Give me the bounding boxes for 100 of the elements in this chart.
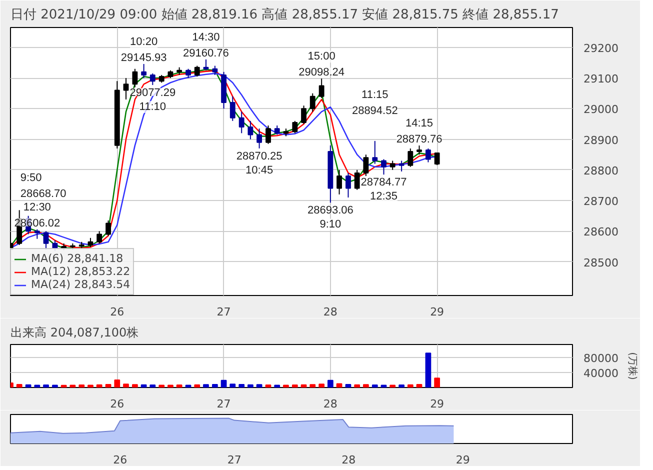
x-tick-label: 28 [323, 398, 338, 410]
bar [363, 384, 369, 388]
candlestick [88, 237, 94, 248]
x-tick-label: 29 [430, 398, 444, 410]
bar [78, 384, 85, 388]
bar [310, 384, 316, 388]
bar [194, 384, 200, 388]
annotation: 12:30 28606.02 [14, 201, 60, 230]
bar [390, 384, 396, 388]
candlestick [106, 220, 112, 236]
bar [176, 384, 182, 388]
chart-title: 日付 2021/10/29 09:00 始値 28,819.16 高値 28,855.17 安値 28,815.75 終値 28,855.17 [10, 6, 559, 22]
bar [96, 384, 102, 388]
y-tick-label: 29100 [584, 72, 618, 86]
candlestick [248, 120, 254, 140]
bar [283, 384, 289, 388]
bar [70, 384, 76, 388]
annotation: 28693.06 9:10 [307, 204, 354, 231]
bar [425, 352, 432, 388]
candlestick [381, 158, 386, 176]
candlestick [336, 169, 342, 195]
bar [220, 380, 227, 388]
candlestick [123, 78, 129, 100]
candlestick [132, 68, 138, 88]
bar [398, 384, 404, 388]
x-tick-label: 29 [456, 454, 470, 466]
candlestick [150, 72, 156, 86]
candlestick [141, 63, 147, 79]
legend-label: MA(12) 28,853.22 [31, 265, 130, 278]
bar [238, 384, 245, 388]
bar [372, 384, 378, 388]
candlestick [194, 65, 200, 78]
candlestick [408, 148, 414, 168]
bar [212, 384, 218, 388]
bar [88, 384, 94, 388]
bar [132, 384, 138, 388]
legend-label: MA(6) 28,841.18 [31, 252, 124, 265]
bar [168, 384, 174, 388]
bar [256, 384, 262, 388]
bar [203, 384, 209, 388]
y-axis-title: (万株) [626, 352, 638, 380]
bar [43, 384, 49, 388]
x-tick-label: 28 [323, 306, 338, 318]
candlestick [96, 230, 102, 244]
bar [407, 384, 414, 388]
annotation: 14:30 29160.76 [183, 31, 229, 60]
bar [60, 384, 67, 388]
candlestick [43, 230, 49, 250]
bar [292, 384, 298, 388]
x-tick-label: 27 [216, 398, 231, 410]
legend-label: MA(24) 28,843.54 [31, 278, 130, 291]
y-tick-label: 28800 [584, 164, 618, 178]
annotation: 11:15 28894.52 [352, 88, 398, 117]
annotation: 9:50 28668.70 [20, 172, 66, 200]
x-tick-label: 26 [113, 454, 128, 466]
x-tick-label: 29 [430, 306, 444, 318]
x-tick-label: 27 [216, 306, 231, 318]
candlestick [354, 169, 360, 190]
candlestick [346, 172, 351, 198]
bar [25, 384, 32, 388]
candlestick [434, 152, 440, 166]
bar [300, 384, 307, 388]
candlestick [363, 154, 369, 177]
candlestick [416, 144, 422, 156]
bar [158, 384, 165, 388]
bar [345, 384, 352, 388]
annotation: 15:00 29098.24 [298, 50, 345, 79]
bar [16, 384, 22, 388]
x-tick-label: 26 [110, 306, 124, 318]
y-tick-label: 80000 [584, 352, 618, 365]
candlestick [310, 92, 316, 112]
bar [248, 384, 254, 388]
chart-title: 出来高 204,087,100株 [10, 326, 139, 340]
x-tick-label: 28 [342, 454, 356, 466]
bar [265, 384, 272, 388]
candlestick [212, 65, 218, 76]
candlestick [203, 58, 209, 71]
candlestick [238, 111, 244, 134]
bar [380, 384, 387, 388]
annotation: 29077.29 11:10 [130, 86, 176, 113]
candlestick [186, 68, 191, 79]
y-tick-label: 28600 [584, 226, 618, 239]
bar [185, 384, 192, 388]
y-tick-label: 29200 [584, 42, 618, 55]
bar [230, 384, 236, 388]
bar [434, 378, 440, 388]
y-tick-label: 28900 [584, 134, 618, 147]
y-tick-label: 28700 [584, 195, 618, 208]
annotation: 28870.25 10:45 [236, 150, 282, 176]
bar [123, 384, 129, 388]
bar [150, 384, 156, 388]
candlestick [274, 125, 280, 136]
annotation: 14:15 28879.76 [396, 117, 442, 146]
candlestick [34, 228, 40, 240]
bar [336, 383, 342, 388]
bar [354, 384, 360, 388]
bar [105, 384, 112, 388]
bar [318, 384, 325, 388]
candlestick [256, 128, 262, 149]
bar [416, 384, 422, 388]
